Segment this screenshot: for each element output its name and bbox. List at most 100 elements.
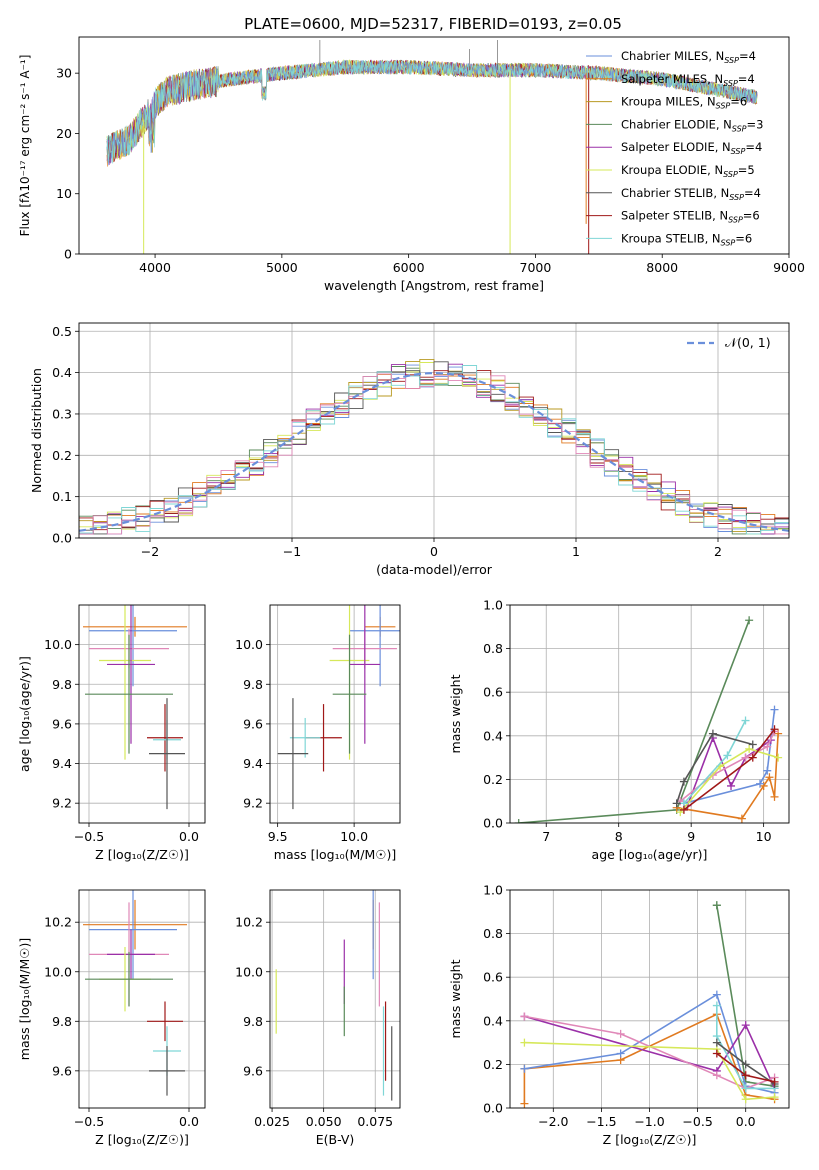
legend-sub: SSP <box>723 170 738 179</box>
x-tick-label: −1 <box>283 544 301 559</box>
y-tick-label: 0.4 <box>483 728 503 743</box>
legend-suffix: =4 <box>744 186 761 200</box>
x-tick-label: −0.5 <box>74 1114 104 1129</box>
series-line-orange <box>676 733 779 820</box>
y-tick-label: 0.2 <box>483 1057 503 1072</box>
y-tick-label: 10.0 <box>44 637 72 652</box>
series-marker-pink <box>763 742 772 751</box>
series-line-purple <box>524 1015 776 1089</box>
x-tick-label: 8000 <box>646 260 678 275</box>
y-tick-label: 10.2 <box>235 915 263 930</box>
legend-suffix: =4 <box>738 72 755 86</box>
legend-entry: Salpeter ELODIE, NSSP=4 <box>621 140 762 156</box>
y-tick-label: 9.4 <box>243 756 263 771</box>
x-axis-label: wavelength [Angstrom, rest frame] <box>324 278 544 293</box>
y-tick-label: 9.4 <box>52 756 72 771</box>
series-marker-green <box>712 901 721 910</box>
plot-area <box>275 890 393 1101</box>
panel-residuals: −2 −1 0 1 2 0.0 0.1 0.2 0.3 0.4 0.5 (data-model)/er… <box>29 322 790 577</box>
series-marker-pink <box>741 753 750 762</box>
legend-suffix: =4 <box>745 140 762 154</box>
series-marker-blue <box>712 990 721 999</box>
y-tick-label: 9.8 <box>52 677 72 692</box>
axes-frame <box>78 36 790 255</box>
legend-label: Chabrier ELODIE, N <box>621 117 732 131</box>
panel-spectrum: 4000 5000 6000 7000 8000 9000 0 10 20 30 wavelengt… <box>18 36 805 293</box>
x-axis-label: mass [log₁₀(M/M☉)] <box>274 847 396 862</box>
y-tick-label: 1.0 <box>483 598 503 613</box>
legend-entry: Chabrier MILES, NSSP=4 <box>621 49 756 65</box>
series-marker-dark <box>708 729 717 738</box>
x-axis-label: Z [log₁₀(Z/Z☉)] <box>603 1132 697 1147</box>
y-tick-label: 0.0 <box>483 1101 503 1116</box>
series-line-dark <box>675 732 754 804</box>
legend-suffix: =6 <box>735 231 752 245</box>
series-marker-yellow <box>520 1038 529 1047</box>
legend-suffix: =4 <box>739 49 756 63</box>
legend-entry: Chabrier STELIB, NSSP=4 <box>621 186 761 202</box>
axes-frame <box>269 604 401 824</box>
x-tick-label: −2 <box>141 544 159 559</box>
x-tick-label: 0.0 <box>179 1114 199 1129</box>
x-tick-label: −1.0 <box>634 1114 664 1129</box>
legend-entry: Kroupa ELODIE, NSSP=5 <box>621 163 755 179</box>
panel-mass-vs-ebv: 0.025 0.050 0.075 9.6 9.8 10.0 10.2 E(B-V) <box>235 889 401 1147</box>
x-axis-label: Z [log₁₀(Z/Z☉)] <box>95 847 189 862</box>
x-tick-label: 7000 <box>520 260 552 275</box>
series-marker-yellow <box>741 1095 750 1104</box>
y-tick-label: 30 <box>56 66 72 81</box>
legend-sub: SSP <box>724 56 739 65</box>
series-marker-blue <box>763 766 772 775</box>
panel-age-vs-Z: −0.5 0.0 9.2 9.4 9.6 9.8 10.0 Z [log₁₀(Z/Z☉)] ag… <box>17 604 206 862</box>
series-marker-green <box>745 616 754 625</box>
y-tick-label: 0.6 <box>483 970 503 985</box>
axes-frame <box>269 889 401 1109</box>
y-axis-label: Flux [fλ10⁻¹⁷ erg cm⁻² s⁻¹ A⁻¹] <box>18 55 32 237</box>
y-tick-label: 9.8 <box>243 677 263 692</box>
legend-sub: SSP <box>721 238 736 247</box>
x-tick-label: 0.050 <box>306 1114 342 1129</box>
y-axis-label: mass weight <box>448 674 463 753</box>
legend-suffix: =6 <box>743 209 760 223</box>
y-tick-label: 0.4 <box>52 365 72 380</box>
legend-label: Salpeter STELIB, N <box>621 209 728 223</box>
histogram-pink <box>79 373 789 538</box>
legend-sub: SSP <box>723 79 738 88</box>
y-tick-label: 0.8 <box>483 641 503 656</box>
x-tick-label: 0.075 <box>357 1114 393 1129</box>
plot-area <box>514 616 783 823</box>
y-tick-label: 0.3 <box>52 406 72 421</box>
legend-sub: SSP <box>731 147 746 156</box>
series-marker-orange <box>737 814 746 823</box>
legend-gaussian-label: 𝒩(0, 1) <box>725 335 771 350</box>
y-tick-label: 9.6 <box>243 1063 263 1078</box>
legend-sub: SSP <box>732 124 747 133</box>
y-tick-label: 0.2 <box>483 772 503 787</box>
series-marker-orange <box>770 792 779 801</box>
series-marker-blue <box>520 1064 529 1073</box>
x-tick-label: 8 <box>615 829 623 844</box>
legend-entry: Kroupa STELIB, NSSP=6 <box>621 231 752 247</box>
series-marker-yellow <box>774 753 783 762</box>
x-tick-label: 7 <box>542 829 550 844</box>
y-tick-label: 9.8 <box>52 1014 72 1029</box>
panel-mass-vs-Z: −0.5 0.0 9.6 9.8 10.0 10.2 Z [log₁₀(Z/Z☉)] mass… <box>17 889 206 1147</box>
series-marker-dark <box>748 740 757 749</box>
series-marker-purple <box>741 1021 750 1030</box>
x-axis-label: age [log₁₀(age/yr)] <box>592 847 708 862</box>
x-tick-label: −1.5 <box>586 1114 616 1129</box>
series-marker-dark <box>672 799 681 808</box>
x-tick-label: −2.0 <box>538 1114 568 1129</box>
series-marker-pink <box>520 1012 529 1021</box>
x-tick-label: 9000 <box>773 260 805 275</box>
x-axis-label: Z [log₁₀(Z/Z☉)] <box>95 1132 189 1147</box>
y-tick-label: 10.0 <box>235 964 263 979</box>
x-tick-label: 2 <box>714 544 722 559</box>
y-tick-label: 0 <box>64 247 72 262</box>
series-marker-blue <box>770 705 779 714</box>
series-marker-orange <box>520 1099 529 1108</box>
x-tick-label: 0.0 <box>179 829 199 844</box>
legend-sub: SSP <box>729 193 744 202</box>
spectrum-line-cyan <box>106 59 758 164</box>
series-marker-pink <box>712 1071 721 1080</box>
